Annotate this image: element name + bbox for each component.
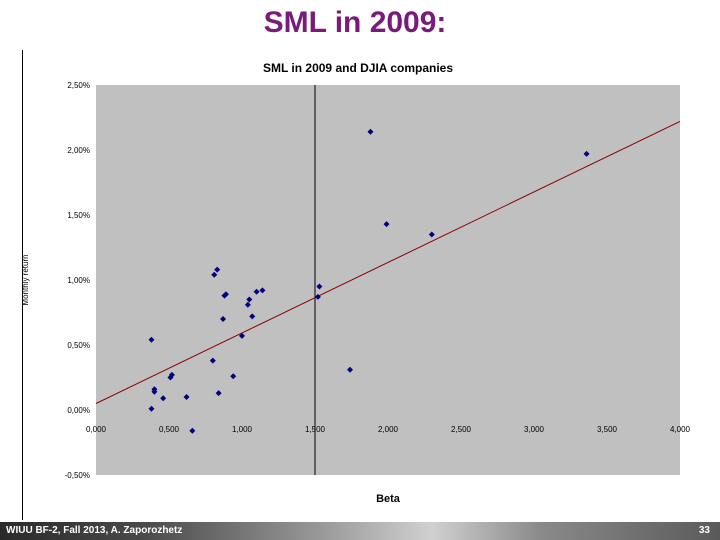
x-tick-label: 3,000 (524, 425, 545, 434)
sml-line (95, 120, 681, 404)
data-point (209, 357, 216, 364)
y-tick-label: 1,50% (67, 211, 90, 220)
data-point (211, 271, 218, 278)
data-point (189, 427, 196, 434)
data-point (253, 288, 260, 295)
data-point (214, 266, 221, 273)
data-point (316, 283, 323, 290)
data-point (183, 394, 190, 400)
y-tick-label: 2,50% (67, 81, 90, 90)
y-tick-label: 1,00% (67, 276, 90, 285)
slide-title: SML in 2009: (263, 6, 447, 39)
data-point (367, 128, 374, 135)
chart-title: SML in 2009 and DJIA companies (263, 61, 453, 75)
data-point (249, 313, 256, 320)
data-point (151, 388, 158, 395)
x-tick-label: 4,000 (670, 425, 691, 434)
data-point (220, 316, 227, 322)
data-point (222, 291, 229, 298)
y-tick-label: -0,50% (65, 471, 90, 480)
data-point (583, 150, 590, 157)
x-tick-label: 0,000 (86, 425, 107, 434)
left-rule (22, 50, 23, 520)
data-point (244, 301, 251, 308)
x-tick-label: 0,500 (159, 425, 180, 434)
data-point (239, 332, 245, 339)
data-point (160, 395, 167, 402)
data-points (148, 128, 590, 434)
data-point (148, 336, 155, 343)
data-point (215, 390, 222, 397)
x-tick-labels: 0,000 0,500 1,000 1,500 2,000 2,500 3,000 3,500… (86, 425, 691, 434)
page-number: 33 (698, 525, 710, 536)
plot-area (96, 85, 680, 475)
x-tick-label: 1,000 (232, 425, 253, 434)
data-point (168, 371, 175, 378)
data-point (148, 405, 155, 412)
x-tick-label: 2,500 (451, 425, 472, 434)
y-tick-label: 2,00% (67, 146, 90, 155)
footer-text: WIUU BF-2, Fall 2013, A. Zaporozhetz (6, 525, 183, 536)
data-point (383, 221, 390, 228)
chart-frame: SML in 2009 and DJIA companies -0,50% 0,0… (21, 50, 706, 520)
y-axis-label: Monthly return (22, 254, 30, 305)
x-axis-label: Beta (376, 493, 401, 505)
data-point (259, 287, 266, 294)
data-point (347, 366, 354, 373)
y-tick-label: 0,00% (67, 406, 90, 415)
data-point (246, 296, 253, 303)
data-point (230, 373, 237, 380)
scatter-chart: SML in 2009 and DJIA companies -0,50% 0,0… (21, 61, 691, 505)
y-tick-labels: -0,50% 0,00% 0,50% 1,00% 1,50% 2,00% 2,50% (65, 81, 90, 480)
x-tick-label: 2,000 (378, 425, 399, 434)
footer-bar: WIUU BF-2, Fall 2013, A. Zaporozhetz 33 (0, 522, 720, 540)
data-point (428, 231, 435, 238)
x-tick-label: 3,500 (597, 425, 618, 434)
data-point (314, 293, 321, 300)
y-tick-label: 0,50% (67, 341, 90, 350)
